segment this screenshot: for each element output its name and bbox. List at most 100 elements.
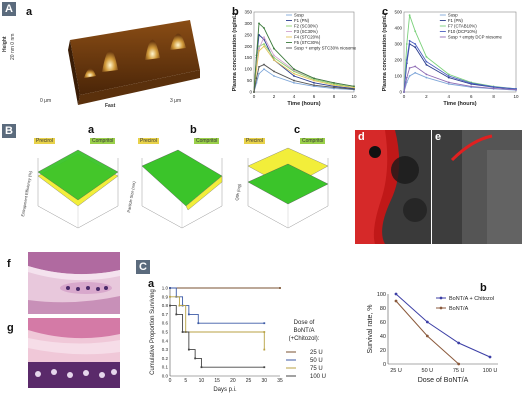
data-point — [492, 87, 495, 90]
legend-label: BoNT/A + Chitozol — [449, 296, 494, 302]
x-tick-label: 4 — [448, 94, 451, 99]
data-point — [447, 83, 450, 85]
data-point — [258, 49, 260, 52]
sublabel-b-e: e — [435, 131, 442, 143]
data-point — [333, 81, 335, 84]
sublabel-c-b: b — [480, 282, 487, 294]
surface-c-compritol: Compritol — [300, 138, 326, 144]
data-point — [273, 59, 275, 61]
panel-label-b: B — [2, 124, 16, 138]
data-point — [394, 299, 398, 303]
data-point — [425, 320, 429, 324]
data-point — [403, 91, 405, 93]
data-point — [263, 331, 266, 333]
legend-label: Susp — [294, 13, 304, 18]
x-tick-label: 10 — [199, 378, 205, 384]
legend-label: F2 (SC30%) — [294, 24, 318, 29]
x-axis-title: Time (hours) — [443, 101, 476, 107]
data-point — [197, 322, 200, 325]
data-point — [425, 63, 428, 66]
series-line — [253, 68, 355, 93]
x-tick-label: 0 — [253, 94, 256, 99]
legend-label: BoNT/A — [449, 306, 469, 312]
data-point — [263, 348, 266, 351]
y-tick-label: 100 — [394, 74, 402, 79]
data-point — [447, 75, 450, 77]
data-point — [408, 14, 411, 17]
surface-b-precirol: Precirol — [138, 138, 159, 144]
data-point — [405, 59, 408, 61]
data-point — [414, 30, 417, 33]
y-tick-label: 0.2 — [162, 356, 169, 361]
data-point — [515, 88, 517, 91]
plasma-chart-ab: 0 50 100 150 200 250 300 350 0 2 4 6 8 10 Time (hours)… — [232, 10, 357, 108]
data-point — [353, 88, 355, 91]
data-point — [394, 292, 398, 296]
plot-frame — [403, 11, 517, 93]
x-tick-label: 75 U — [453, 368, 465, 374]
data-point — [169, 304, 171, 307]
data-point — [263, 36, 265, 39]
legend-label: F1 (PN) — [448, 18, 464, 23]
legend-marker — [439, 296, 443, 300]
data-point — [293, 81, 295, 84]
y-tick-label: 60 — [380, 320, 386, 326]
data-point — [414, 46, 417, 49]
y-tick-label: 150 — [244, 55, 252, 60]
x-tick-label: 6 — [313, 94, 316, 99]
y-tick-label: 500 — [394, 10, 402, 15]
y-tick-label: 0 — [383, 362, 386, 368]
y-tick-label: 0.8 — [162, 303, 169, 308]
x-tick-label: 100 U — [483, 368, 498, 374]
data-point — [313, 77, 315, 80]
data-point — [255, 68, 258, 71]
legend-marker — [439, 306, 443, 310]
y-tick-label: 200 — [394, 58, 402, 63]
legend-label: 75 U — [310, 366, 323, 372]
y-tick-label: 100 — [244, 67, 252, 72]
x-tick-label: 25 U — [390, 368, 402, 374]
data-point — [253, 91, 255, 93]
surface-plot-a: Precirol Compritol Entrapment Efficiency… — [20, 136, 128, 236]
y-tick-label: 300 — [244, 21, 252, 26]
data-point — [263, 27, 265, 29]
plasma-chart-ac: 0 100 200 300 400 500 0 2 4 6 8 10 Time (hours) Plasm… — [382, 10, 519, 108]
y-tick-label: 0.0 — [162, 374, 169, 379]
y-tick-label: 350 — [244, 10, 252, 15]
y-tick-label: 0 — [399, 90, 402, 95]
data-point — [313, 84, 315, 87]
data-point — [492, 85, 495, 88]
data-point — [273, 75, 275, 77]
data-point — [200, 366, 203, 369]
data-point — [263, 63, 265, 66]
legend-label: Susp + empty STC30% niosome — [294, 46, 357, 51]
data-point — [414, 65, 417, 68]
legend-title: Dose of — [294, 320, 315, 326]
afm-axis-left: 0 μm — [40, 98, 52, 104]
afm-axis-z2: Height — [2, 36, 8, 52]
x-tick-label: 20 — [230, 378, 236, 384]
data-point — [405, 43, 408, 45]
y-tick-label: 0.3 — [162, 347, 169, 352]
data-point — [169, 295, 171, 298]
data-point — [425, 55, 428, 58]
data-point — [414, 43, 417, 45]
y-tick-label: 1.0 — [162, 286, 169, 291]
y-tick-label: 0.4 — [162, 338, 169, 343]
data-point — [187, 313, 190, 316]
x-tick-label: 15 — [214, 378, 220, 384]
data-point — [273, 70, 275, 73]
legend-title: BoNT/A — [293, 328, 314, 334]
y-tick-label: 50 — [247, 78, 253, 83]
y-tick-label: 40 — [380, 334, 386, 340]
y-tick-label: 0 — [249, 90, 252, 95]
y-tick-label: 100 — [377, 292, 386, 298]
series-line — [253, 64, 355, 93]
data-point — [279, 287, 281, 289]
data-point — [353, 85, 355, 88]
data-point — [293, 79, 295, 82]
y-tick-label: 300 — [394, 42, 402, 47]
y-axis-title: Plasma concentration (ng/mL) — [232, 12, 238, 91]
data-point — [408, 75, 411, 77]
y-tick-label: 0.7 — [162, 312, 169, 317]
